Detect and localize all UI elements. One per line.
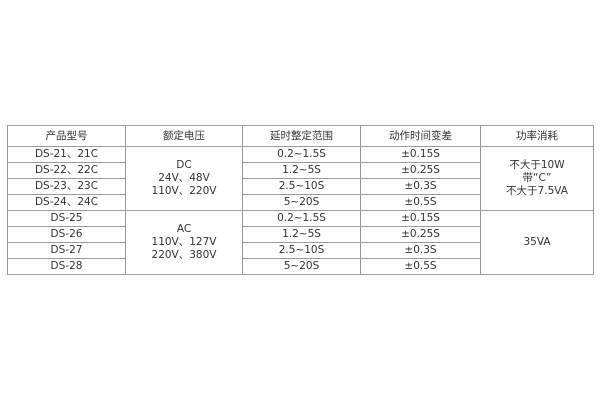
header-delay-range: 延时整定范围	[242, 125, 361, 147]
model-cell: DS-27	[7, 242, 126, 259]
variance-cell: ±0.15S	[360, 210, 481, 227]
range-cell: 2.5~10S	[242, 242, 361, 259]
variance-cell: ±0.5S	[360, 194, 481, 211]
header-power: 功率消耗	[480, 125, 594, 147]
model-cell: DS-23、23C	[7, 178, 126, 195]
model-cell: DS-28	[7, 258, 126, 275]
power-cell: 35VA	[480, 210, 594, 275]
range-cell: 0.2~1.5S	[242, 146, 361, 163]
variance-cell: ±0.25S	[360, 162, 481, 179]
voltage-cell: AC 110V、127V 220V、380V	[125, 210, 243, 275]
table-row: DS-21、21C DC 24V、48V 110V、220V 0.2~1.5S …	[7, 146, 594, 211]
model-cell: DS-21、21C	[7, 146, 126, 163]
header-model: 产品型号	[7, 125, 126, 147]
variance-cell: ±0.25S	[360, 226, 481, 243]
voltage-cell: DC 24V、48V 110V、220V	[125, 146, 243, 211]
variance-cell: ±0.3S	[360, 242, 481, 259]
table-row: DS-25 AC 110V、127V 220V、380V 0.2~1.5S ±0…	[7, 210, 594, 275]
variance-cell: ±0.15S	[360, 146, 481, 163]
model-cell: DS-24、24C	[7, 194, 126, 211]
spec-table: 产品型号 额定电压 延时整定范围 动作时间变差 功率消耗 DS-21、21C D…	[7, 125, 594, 275]
power-cell: 不大于10W 带“C” 不大于7.5VA	[480, 146, 594, 211]
range-cell: 1.2~5S	[242, 162, 361, 179]
variance-cell: ±0.3S	[360, 178, 481, 195]
table-row: DS-28 5~20S ±0.5S	[7, 258, 594, 275]
model-cell: DS-22、22C	[7, 162, 126, 179]
table-row: DS-23、23C 2.5~10S ±0.3S	[7, 178, 594, 195]
model-cell: DS-25	[7, 210, 126, 227]
header-time-variance: 动作时间变差	[360, 125, 481, 147]
range-cell: 2.5~10S	[242, 178, 361, 195]
header-row: 产品型号 额定电压 延时整定范围 动作时间变差 功率消耗	[7, 125, 594, 147]
table-row: DS-27 2.5~10S ±0.3S	[7, 242, 594, 259]
range-cell: 0.2~1.5S	[242, 210, 361, 227]
range-cell: 5~20S	[242, 258, 361, 275]
model-cell: DS-26	[7, 226, 126, 243]
variance-cell: ±0.5S	[360, 258, 481, 275]
range-cell: 1.2~5S	[242, 226, 361, 243]
header-voltage: 额定电压	[125, 125, 243, 147]
range-cell: 5~20S	[242, 194, 361, 211]
table-row: DS-26 1.2~5S ±0.25S	[7, 226, 594, 243]
